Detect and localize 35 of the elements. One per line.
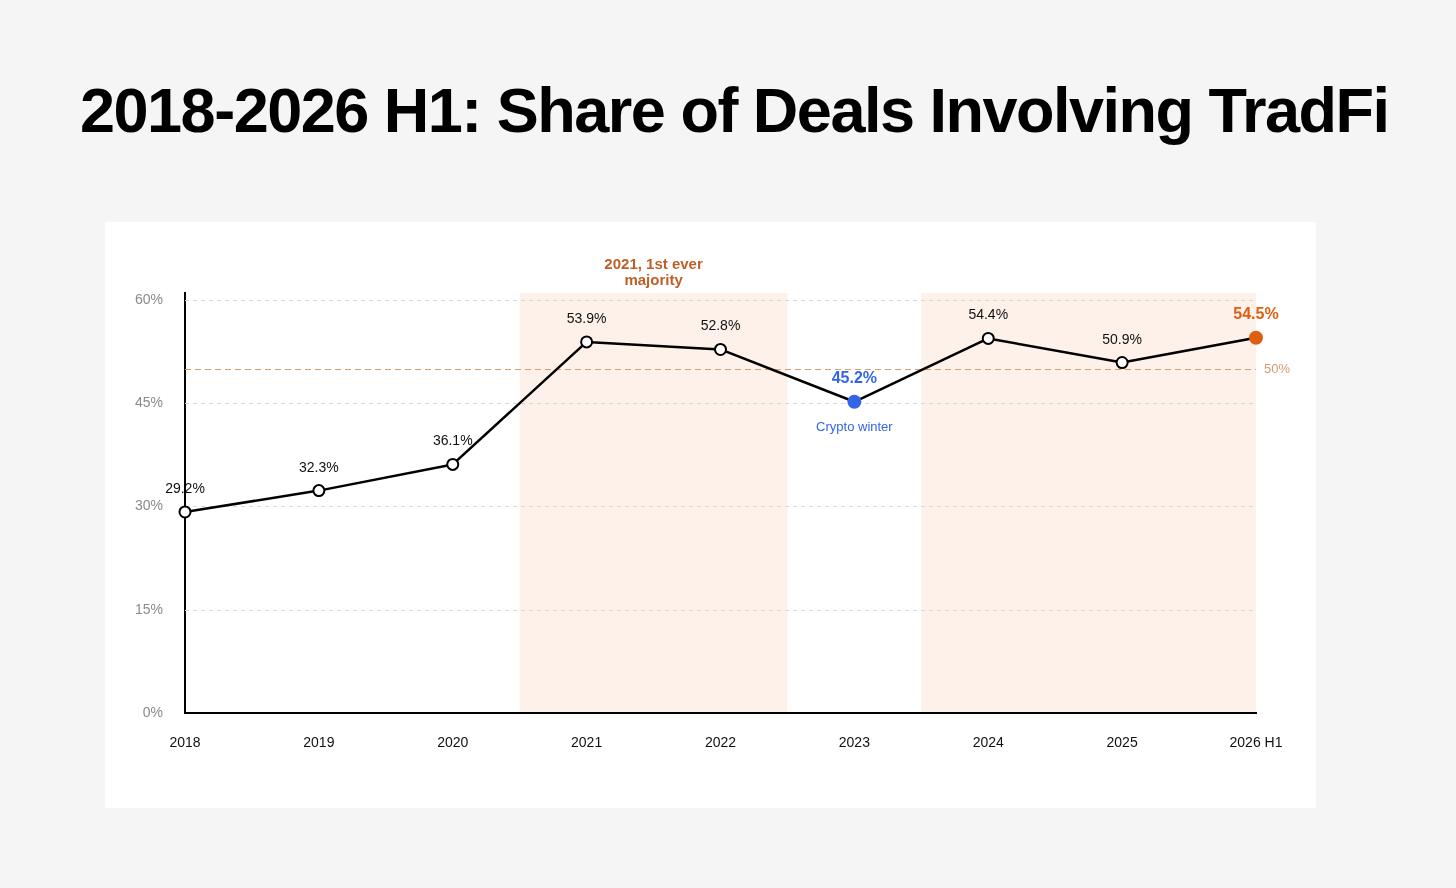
data-label: 54.4% xyxy=(968,306,1009,323)
point xyxy=(714,342,727,356)
point xyxy=(446,457,460,471)
x-tick-label: 2022 xyxy=(704,734,737,751)
annotation: Crypto winter xyxy=(816,419,894,435)
x-tick-label: 2023 xyxy=(838,734,871,751)
point xyxy=(1249,330,1263,345)
ref-line-label: 50% xyxy=(1264,361,1291,377)
point xyxy=(312,484,326,498)
y-tick-label: 60% xyxy=(134,290,163,307)
y-tick-label: 30% xyxy=(134,497,163,514)
point xyxy=(178,505,192,519)
x-tick-label: 2018 xyxy=(169,734,201,751)
x-tick-label: 2019 xyxy=(303,734,335,751)
y-tick-label: 15% xyxy=(134,600,163,617)
x-tick-label: 2025 xyxy=(1106,734,1138,751)
x-tick-label: 2020 xyxy=(437,734,469,751)
data-label: 45.2% xyxy=(831,368,878,386)
x-tick-label: 2024 xyxy=(972,734,1005,751)
data-label: 54.5% xyxy=(1233,304,1279,322)
y-tick-label: 0% xyxy=(142,703,163,720)
x-tick-label: 2021 xyxy=(571,734,603,751)
data-label: 53.9% xyxy=(566,309,607,326)
point xyxy=(580,335,594,349)
point xyxy=(981,331,995,345)
chart-title: 2018-2026 H1: Share of Deals Involving TradFi xyxy=(80,74,1389,147)
y-tick-label: 45% xyxy=(134,394,163,411)
data-label: 50.9% xyxy=(1102,330,1142,347)
band-label: 2021, 1st ever majority xyxy=(604,255,703,288)
x-tick-label: 2026 H1 xyxy=(1229,734,1283,751)
point xyxy=(1115,356,1129,370)
data-label: 36.1% xyxy=(432,432,473,449)
data-label: 52.8% xyxy=(700,317,741,334)
point xyxy=(847,394,862,409)
data-label: 32.3% xyxy=(299,458,339,475)
